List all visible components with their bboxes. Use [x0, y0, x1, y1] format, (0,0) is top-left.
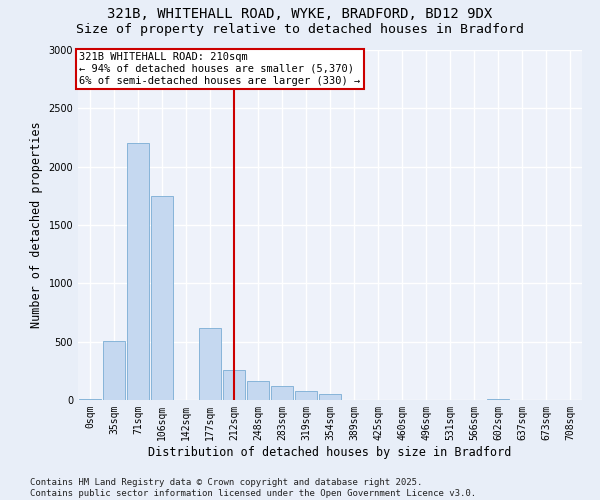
Bar	[127, 144, 149, 400]
Bar	[199, 328, 221, 400]
Text: Size of property relative to detached houses in Bradford: Size of property relative to detached ho…	[76, 22, 524, 36]
Bar	[247, 382, 269, 400]
Text: 321B, WHITEHALL ROAD, WYKE, BRADFORD, BD12 9DX: 321B, WHITEHALL ROAD, WYKE, BRADFORD, BD…	[107, 8, 493, 22]
Bar	[319, 394, 341, 400]
Bar	[487, 399, 509, 400]
Y-axis label: Number of detached properties: Number of detached properties	[30, 122, 43, 328]
Bar	[103, 340, 125, 400]
Text: 321B WHITEHALL ROAD: 210sqm
← 94% of detached houses are smaller (5,370)
6% of s: 321B WHITEHALL ROAD: 210sqm ← 94% of det…	[79, 52, 361, 86]
X-axis label: Distribution of detached houses by size in Bradford: Distribution of detached houses by size …	[148, 446, 512, 458]
Bar	[295, 390, 317, 400]
Bar	[271, 386, 293, 400]
Bar	[79, 399, 101, 400]
Bar	[151, 196, 173, 400]
Bar	[223, 370, 245, 400]
Text: Contains HM Land Registry data © Crown copyright and database right 2025.
Contai: Contains HM Land Registry data © Crown c…	[30, 478, 476, 498]
